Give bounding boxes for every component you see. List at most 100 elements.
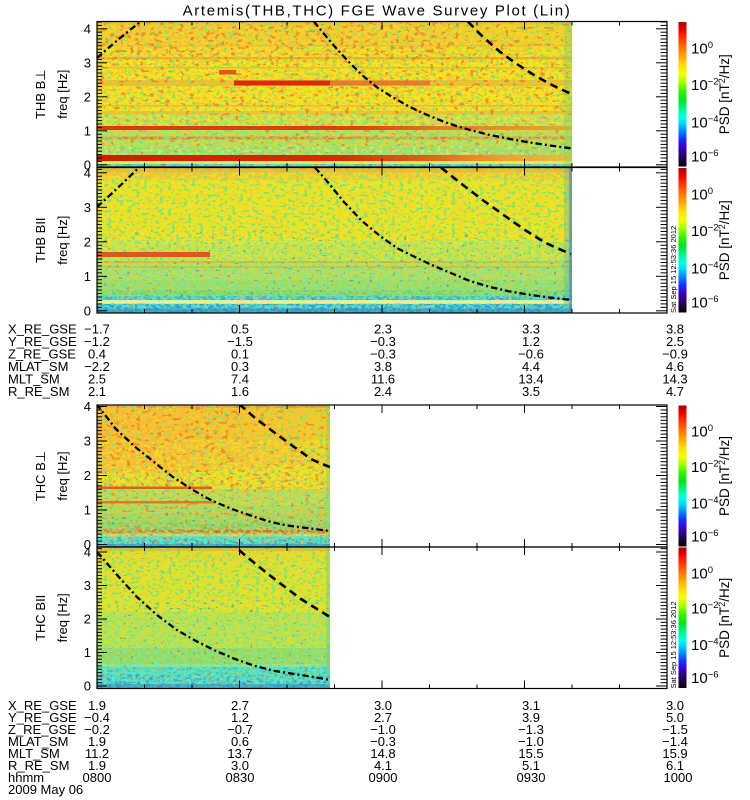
svg-text:0800: 0800 [83, 770, 112, 785]
svg-text:2.5: 2.5 [666, 334, 684, 349]
svg-text:4: 4 [84, 399, 91, 414]
svg-text:−0.4: −0.4 [84, 710, 110, 725]
svg-text:0: 0 [84, 303, 91, 318]
svg-text:−0.7: −0.7 [227, 722, 253, 737]
svg-text:0830: 0830 [226, 770, 255, 785]
svg-text:−0.9: −0.9 [662, 347, 688, 362]
svg-text:7.4: 7.4 [231, 372, 249, 387]
svg-text:Artemis(THB,THC) FGE Wave Surv: Artemis(THB,THC) FGE Wave Survey Plot (L… [183, 3, 572, 20]
svg-text:−1.7: −1.7 [84, 322, 110, 337]
svg-text:MLT_SM: MLT_SM [8, 372, 60, 387]
svg-text:1: 1 [84, 269, 91, 284]
svg-text:2009 May 06: 2009 May 06 [8, 782, 83, 797]
svg-text:2: 2 [84, 89, 91, 104]
svg-text:MLT_SM: MLT_SM [8, 746, 60, 761]
svg-text:0.1: 0.1 [231, 347, 249, 362]
svg-text:0930: 0930 [517, 770, 546, 785]
svg-text:R_RE_SM: R_RE_SM [8, 758, 69, 773]
svg-text:100: 100 [691, 423, 713, 441]
svg-text:3: 3 [84, 578, 91, 593]
svg-text:2.3: 2.3 [374, 322, 392, 337]
svg-text:PSD [nT2/Hz]: PSD [nT2/Hz] [717, 578, 732, 658]
svg-text:THC BII: THC BII [33, 595, 48, 641]
svg-text:X_RE_GSE: X_RE_GSE [8, 322, 77, 337]
svg-text:3.8: 3.8 [666, 322, 684, 337]
svg-text:3.0: 3.0 [231, 758, 249, 773]
svg-text:−1.0: −1.0 [518, 734, 544, 749]
svg-text:PSD [nT2/Hz]: PSD [nT2/Hz] [717, 436, 732, 516]
svg-text:freq [Hz]: freq [Hz] [55, 593, 70, 642]
svg-text:11.6: 11.6 [371, 372, 395, 387]
svg-text:Y_RE_GSE: Y_RE_GSE [8, 334, 77, 349]
svg-text:14.8: 14.8 [370, 746, 395, 761]
svg-text:0: 0 [84, 537, 91, 552]
svg-text:−0.3: −0.3 [370, 334, 396, 349]
svg-text:−1.4: −1.4 [662, 734, 688, 749]
svg-text:3: 3 [84, 434, 91, 449]
svg-text:2.7: 2.7 [374, 710, 392, 725]
svg-text:15.5: 15.5 [518, 746, 543, 761]
svg-text:1000: 1000 [664, 770, 693, 785]
svg-text:MLAT_SM: MLAT_SM [8, 734, 68, 749]
svg-text:2.7: 2.7 [231, 698, 249, 713]
svg-text:0.3: 0.3 [231, 359, 249, 374]
svg-text:0.4: 0.4 [88, 347, 106, 362]
svg-text:0900: 0900 [369, 770, 398, 785]
svg-text:1: 1 [84, 503, 91, 518]
svg-text:4.6: 4.6 [666, 359, 684, 374]
svg-text:5.1: 5.1 [522, 758, 540, 773]
svg-text:PSD [nT2/Hz]: PSD [nT2/Hz] [717, 200, 732, 280]
svg-text:4.7: 4.7 [666, 384, 684, 399]
svg-text:14.3: 14.3 [662, 372, 687, 387]
svg-text:0.5: 0.5 [231, 322, 249, 337]
svg-text:100: 100 [691, 186, 713, 204]
svg-text:4: 4 [84, 545, 91, 560]
svg-text:−2.2: −2.2 [84, 359, 110, 374]
svg-text:2.5: 2.5 [88, 372, 106, 387]
svg-text:1: 1 [84, 123, 91, 138]
svg-text:Z_RE_GSE: Z_RE_GSE [8, 347, 76, 362]
svg-text:2: 2 [84, 468, 91, 483]
svg-text:100: 100 [691, 565, 713, 583]
svg-text:THB B⊥: THB B⊥ [33, 69, 48, 119]
svg-text:0: 0 [84, 157, 91, 172]
svg-text:1: 1 [84, 645, 91, 660]
svg-text:3.9: 3.9 [522, 710, 540, 725]
svg-text:4: 4 [84, 21, 91, 36]
svg-text:4.1: 4.1 [374, 758, 392, 773]
svg-text:3: 3 [84, 55, 91, 70]
svg-text:MLAT_SM: MLAT_SM [8, 359, 68, 374]
svg-text:2.1: 2.1 [88, 384, 106, 399]
svg-text:Sat Sep 15 12:53:36 2012: Sat Sep 15 12:53:36 2012 [669, 226, 678, 313]
svg-text:−0.3: −0.3 [370, 734, 396, 749]
svg-text:13.4: 13.4 [518, 372, 543, 387]
svg-text:3.0: 3.0 [666, 698, 684, 713]
svg-text:hhmm: hhmm [8, 770, 44, 785]
svg-text:1.2: 1.2 [522, 334, 540, 349]
svg-text:3.0: 3.0 [374, 698, 392, 713]
svg-text:Z_RE_GSE: Z_RE_GSE [8, 722, 76, 737]
svg-text:X_RE_GSE: X_RE_GSE [8, 698, 77, 713]
svg-text:−1.2: −1.2 [84, 334, 110, 349]
svg-text:−1.5: −1.5 [227, 334, 253, 349]
svg-text:100: 100 [691, 40, 713, 58]
svg-text:PSD [nT2/Hz]: PSD [nT2/Hz] [717, 54, 732, 134]
svg-text:2.4: 2.4 [374, 384, 392, 399]
svg-text:0: 0 [84, 679, 91, 694]
svg-text:freq [Hz]: freq [Hz] [55, 216, 70, 265]
svg-text:1.9: 1.9 [88, 734, 106, 749]
svg-text:Sat Sep 15 12:53:36 2012: Sat Sep 15 12:53:36 2012 [669, 601, 678, 688]
svg-text:2: 2 [84, 234, 91, 249]
svg-text:4: 4 [84, 165, 91, 180]
svg-text:−0.2: −0.2 [84, 722, 110, 737]
svg-text:−1.5: −1.5 [662, 722, 688, 737]
svg-text:6.1: 6.1 [666, 758, 684, 773]
svg-text:1.2: 1.2 [231, 710, 249, 725]
svg-text:2: 2 [84, 612, 91, 627]
svg-text:−0.3: −0.3 [370, 347, 396, 362]
svg-text:1.6: 1.6 [231, 384, 249, 399]
svg-text:3.1: 3.1 [522, 698, 540, 713]
svg-text:1.9: 1.9 [88, 758, 106, 773]
svg-text:−1.3: −1.3 [518, 722, 544, 737]
svg-text:−1.0: −1.0 [370, 722, 396, 737]
